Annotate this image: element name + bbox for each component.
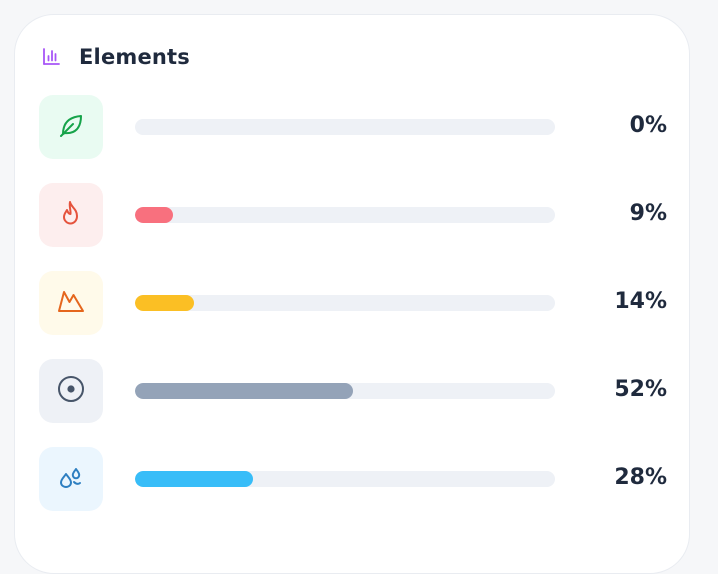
element-row-wood: 0%	[39, 95, 679, 159]
elements-card: Elements 0%	[14, 14, 690, 574]
bar-chart-icon	[41, 47, 61, 67]
element-row-water: 28%	[39, 447, 679, 511]
card-title: Elements	[79, 45, 190, 69]
percent-label: 9%	[629, 201, 667, 226]
progress-track	[135, 207, 555, 223]
element-tile	[39, 271, 103, 335]
element-row-metal: 52%	[39, 359, 679, 423]
earth-icon	[55, 285, 87, 321]
percent-label: 14%	[614, 289, 667, 314]
leaf-icon	[55, 109, 87, 145]
progress-fill	[135, 383, 354, 399]
progress-fill	[135, 471, 253, 487]
element-tile	[39, 447, 103, 511]
fire-icon	[55, 197, 87, 233]
progress-track	[135, 119, 555, 135]
element-row-earth: 14%	[39, 271, 679, 335]
progress-fill	[135, 207, 173, 223]
element-row-fire: 9%	[39, 183, 679, 247]
element-tile	[39, 95, 103, 159]
progress-fill	[135, 295, 194, 311]
element-tile	[39, 183, 103, 247]
element-tile	[39, 359, 103, 423]
percent-label: 0%	[629, 113, 667, 138]
progress-track	[135, 295, 555, 311]
metal-icon	[55, 373, 87, 409]
percent-label: 52%	[614, 377, 667, 402]
percent-label: 28%	[614, 465, 667, 490]
card-header: Elements	[41, 45, 190, 69]
water-icon	[55, 461, 87, 497]
progress-track	[135, 471, 555, 487]
progress-track	[135, 383, 555, 399]
